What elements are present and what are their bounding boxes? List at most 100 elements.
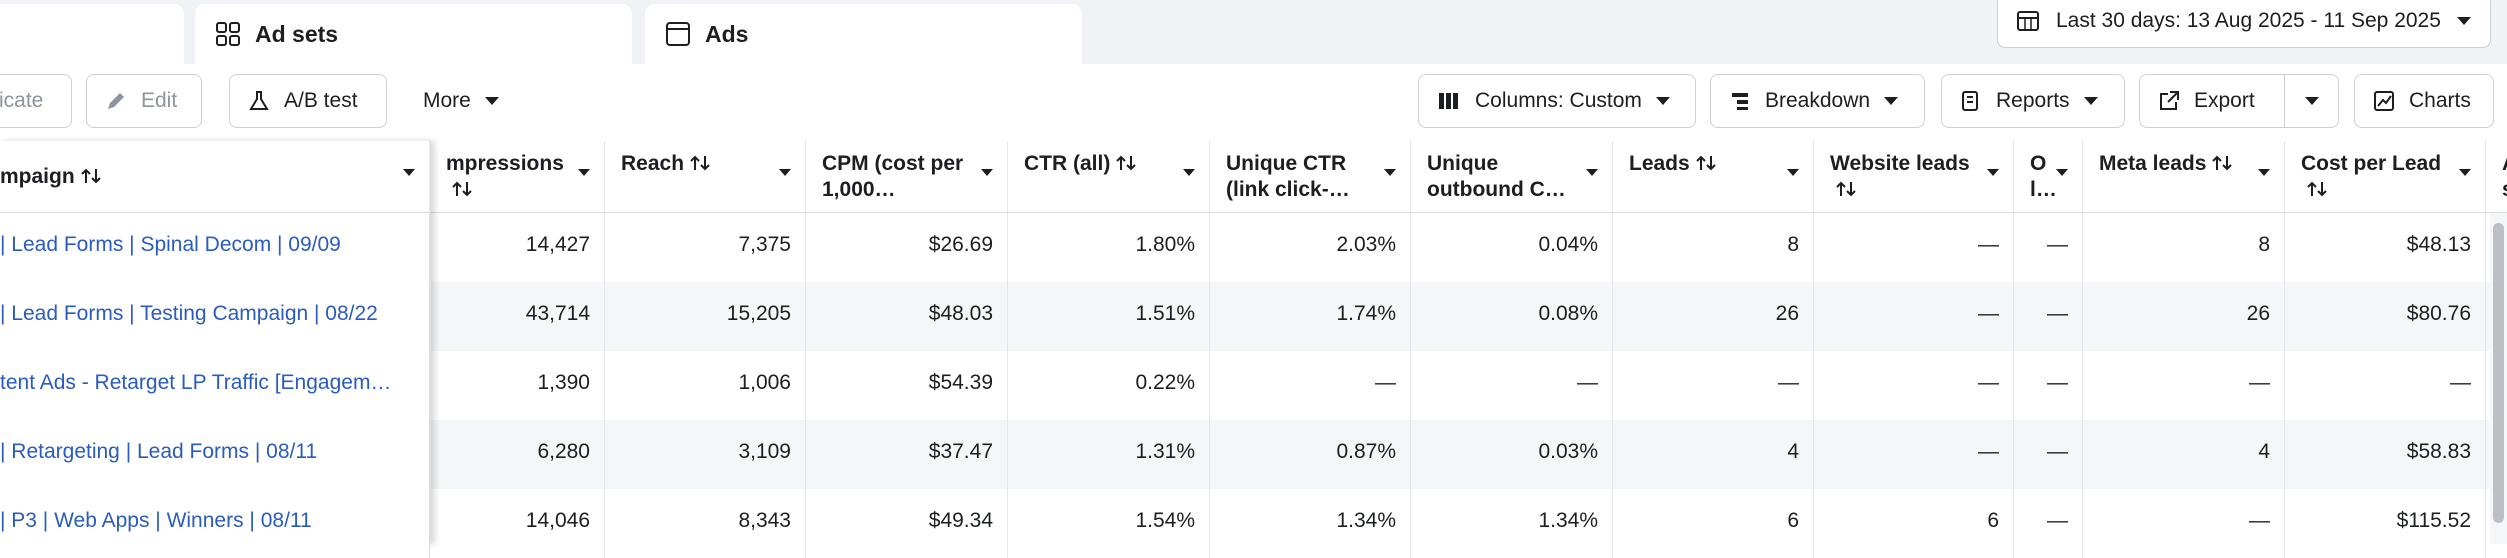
table-cell: $80.76 <box>2285 282 2486 351</box>
caret <box>779 169 791 176</box>
caret <box>2083 97 2098 105</box>
column-header[interactable]: Cost per Lead <box>2285 141 2486 213</box>
toolbar-button[interactable]: A/B test <box>229 74 387 128</box>
tab[interactable] <box>0 4 184 64</box>
sort-icon <box>1695 155 1716 171</box>
toolbar-button[interactable]: Edit <box>86 74 202 128</box>
table-cell: $49.34 <box>806 489 1008 558</box>
table-cell: — <box>1814 351 2014 420</box>
table-cell: — <box>2083 351 2285 420</box>
column-header[interactable]: Leads <box>1613 141 1814 213</box>
header-label: mpaign <box>0 165 75 188</box>
table-cell: 26 <box>1613 282 1814 351</box>
column-header[interactable]: Website leads <box>1814 141 2014 213</box>
sort-icon <box>452 181 472 197</box>
column-header[interactable]: A s <box>2486 141 2507 213</box>
date-picker[interactable]: Last 30 days: 13 Aug 2025 - 11 Sep 2025 <box>1997 0 2491 48</box>
table-cell: 43,714 <box>430 282 605 351</box>
table-cell: 1.34% <box>1411 489 1613 558</box>
table-cell: $48.03 <box>806 282 1008 351</box>
table-cell: — <box>1210 351 1411 420</box>
caret <box>1183 169 1195 176</box>
tab[interactable]: Ad sets <box>195 4 632 64</box>
icon <box>1439 93 1458 109</box>
sort-icon <box>690 155 710 171</box>
caret <box>2456 17 2471 25</box>
tab[interactable]: Ads <box>645 4 1082 64</box>
column-header[interactable]: mpaign <box>0 141 430 213</box>
table-cell: 1.54% <box>1008 489 1210 558</box>
split-caret[interactable] <box>2284 75 2339 127</box>
header-label: Website leads <box>1830 152 1970 175</box>
campaign-link[interactable]: tent Ads - Retarget LP Traffic [Engagem… <box>0 351 430 420</box>
header-label: O l… <box>2030 152 2057 201</box>
toolbar-button[interactable]: Columns: Custom <box>1418 74 1696 128</box>
table-cell: 8,343 <box>605 489 806 558</box>
icon <box>666 22 690 46</box>
column-header[interactable]: CTR (all) <box>1008 141 1210 213</box>
table-cell: 0.08% <box>1411 282 1613 351</box>
table-cell: 1,390 <box>430 351 605 420</box>
button-label: Breakdown <box>1765 89 1871 112</box>
header-label: Unique CTR (link click-… <box>1226 152 1350 201</box>
toolbar-button[interactable]: Reports <box>1941 74 2125 128</box>
caret <box>1987 169 1999 176</box>
table-cell: 1.51% <box>1008 282 1210 351</box>
table-cell: 6 <box>1613 489 1814 558</box>
tab-label: Ad sets <box>255 20 339 47</box>
table-cell: 6 <box>1814 489 2014 558</box>
toolbar-button[interactable]: Charts <box>2354 74 2494 128</box>
caret <box>2056 169 2068 176</box>
table-cell: 0.04% <box>1411 213 1613 282</box>
campaign-link[interactable]: | Lead Forms | Testing Campaign | 08/22 <box>0 282 430 351</box>
header-label: Reach <box>621 152 685 175</box>
table-cell: 0.03% <box>1411 420 1613 489</box>
toolbar-button[interactable]: More <box>405 74 512 128</box>
icon <box>2160 91 2179 110</box>
button-label: Edit <box>141 89 178 112</box>
table-cell: — <box>1814 420 2014 489</box>
toolbar-button[interactable]: Breakdown <box>1710 74 1925 128</box>
table-cell: 15,205 <box>605 282 806 351</box>
table-cell: 2.03% <box>1210 213 1411 282</box>
campaign-link[interactable]: | P3 | Web Apps | Winners | 08/11 <box>0 489 430 558</box>
scrollbar-thumb <box>2493 223 2504 523</box>
header-label: A s <box>2502 152 2507 201</box>
button-label: More <box>423 89 471 112</box>
column-header[interactable]: Meta leads <box>2083 141 2285 213</box>
icon <box>216 22 240 46</box>
table-cell: 14,046 <box>430 489 605 558</box>
column-header[interactable]: Reach <box>605 141 806 213</box>
table-cell: 4 <box>2083 420 2285 489</box>
column-header[interactable]: Unique outbound C… <box>1411 141 1613 213</box>
caret <box>578 169 590 176</box>
table-cell: 4 <box>1613 420 1814 489</box>
table-cell: 8 <box>2083 213 2285 282</box>
table-cell: 1,006 <box>605 351 806 420</box>
caret <box>981 169 993 176</box>
scrollbar[interactable] <box>2490 213 2507 544</box>
campaign-link[interactable]: | Lead Forms | Spinal Decom | 09/09 <box>0 213 430 282</box>
header-label: mpressions <box>446 152 564 175</box>
toolbar-button[interactable]: icate <box>0 74 72 128</box>
campaign-link[interactable]: | Retargeting | Lead Forms | 08/11 <box>0 420 430 489</box>
header-label: Meta leads <box>2099 152 2207 175</box>
sort-icon <box>1116 155 1137 171</box>
toolbar-button[interactable]: Export <box>2139 74 2339 128</box>
calendar-icon <box>2017 11 2039 31</box>
column-header[interactable]: O l… <box>2014 141 2083 213</box>
column-header[interactable]: Unique CTR (link click-… <box>1210 141 1411 213</box>
button-label: A/B test <box>284 89 358 112</box>
table-cell: 1.80% <box>1008 213 1210 282</box>
date-range: Last 30 days: 13 Aug 2025 - 11 Sep 2025 <box>2056 9 2441 32</box>
table-cell: $26.69 <box>806 213 1008 282</box>
button-label: Columns: Custom <box>1475 89 1642 112</box>
header-label: CPM (cost per 1,000… <box>822 152 964 201</box>
column-header[interactable]: mpressions <box>430 141 605 213</box>
table-cell: 0.22% <box>1008 351 1210 420</box>
header-label: Cost per Lead <box>2301 152 2442 175</box>
sort-icon <box>2212 155 2233 171</box>
icon <box>2374 91 2394 111</box>
column-header[interactable]: CPM (cost per 1,000… <box>806 141 1008 213</box>
